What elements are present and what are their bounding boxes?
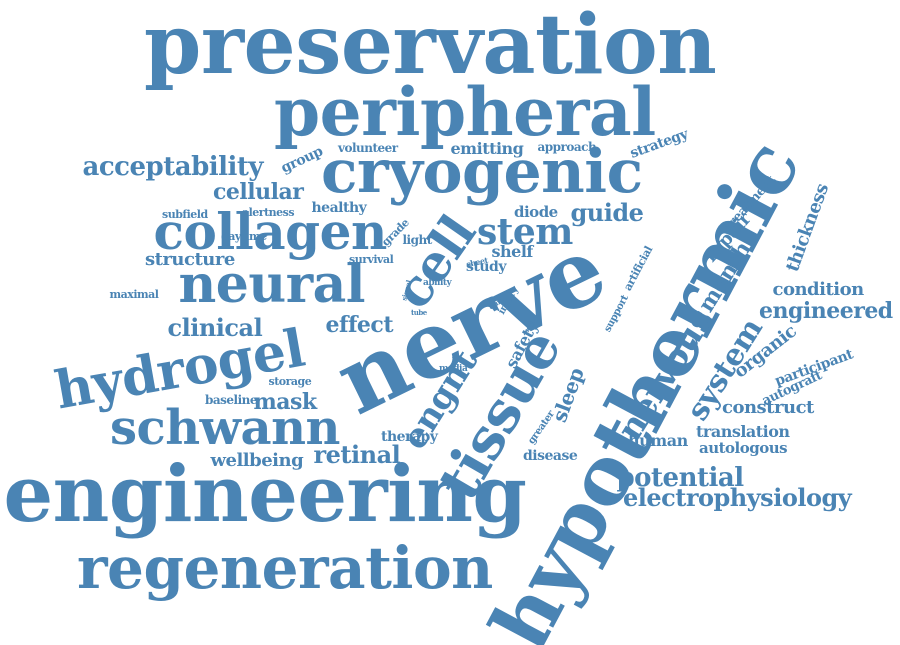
cloud-word-guide: guide	[570, 198, 644, 227]
cloud-word-light: light	[402, 233, 433, 247]
cloud-word-schwann: schwann	[110, 400, 340, 456]
cloud-word-clinical: clinical	[167, 313, 263, 342]
cloud-word-maximal: maximal	[109, 287, 159, 301]
cloud-word-storage: storage	[268, 374, 312, 388]
cloud-word-approach: approach	[537, 140, 597, 154]
cloud-word-emitting: emitting	[450, 139, 524, 158]
cloud-word-stem: stem	[477, 211, 573, 253]
cloud-word-autologous: autologous	[699, 438, 788, 457]
cloud-word-construct: construct	[722, 397, 814, 418]
cloud-word-human: human	[628, 431, 688, 450]
cloud-word-shelf: shelf	[491, 242, 534, 261]
cloud-word-ability: ability	[423, 277, 452, 288]
cloud-word-cellular: cellular	[213, 179, 304, 205]
cloud-word-subfield: subfield	[162, 207, 208, 221]
cloud-word-wellbeing: wellbeing	[210, 450, 304, 471]
cloud-word-media: media	[439, 363, 468, 374]
cloud-word-engineered: engineered	[759, 298, 893, 324]
cloud-word-electrophysiology: electrophysiology	[623, 483, 852, 512]
cloud-word-neural: neural	[178, 254, 366, 315]
cloud-word-disease: disease	[523, 448, 578, 464]
cloud-word-baseline: baseline	[205, 393, 258, 407]
cloud-word-daytime: daytime	[221, 229, 267, 243]
cloud-word-study: study	[466, 259, 506, 275]
cloud-word-potential: potential	[616, 463, 745, 493]
cloud-word-therapy: therapy	[381, 429, 438, 445]
cloud-word-structure: structure	[145, 249, 235, 270]
cloud-word-peripheral: peripheral	[274, 73, 656, 151]
cloud-word-volunteer: volunteer	[338, 141, 398, 155]
cloud-word-survival: survival	[349, 252, 394, 266]
cloud-word-mask: mask	[253, 389, 318, 415]
cloud-word-alertness: alertness	[242, 205, 295, 219]
cloud-word-acceptability: acceptability	[82, 152, 264, 182]
cloud-word-regeneration: regeneration	[77, 534, 493, 602]
cloud-word-collagen: collagen	[153, 202, 388, 261]
cloud-word-condition: condition	[772, 279, 865, 300]
cloud-word-preservation: preservation	[144, 0, 717, 93]
cloud-word-translation: translation	[696, 422, 790, 441]
cloud-word-tube: tube	[411, 307, 427, 317]
cloud-word-healthy: healthy	[311, 200, 367, 216]
cloud-word-engineering: engineering	[3, 449, 527, 540]
cloud-word-retinal: retinal	[313, 440, 401, 469]
cloud-word-effect: effect	[325, 312, 394, 338]
cloud-word-cryogenic: cryogenic	[321, 137, 643, 207]
cloud-word-diode: diode	[514, 202, 558, 221]
